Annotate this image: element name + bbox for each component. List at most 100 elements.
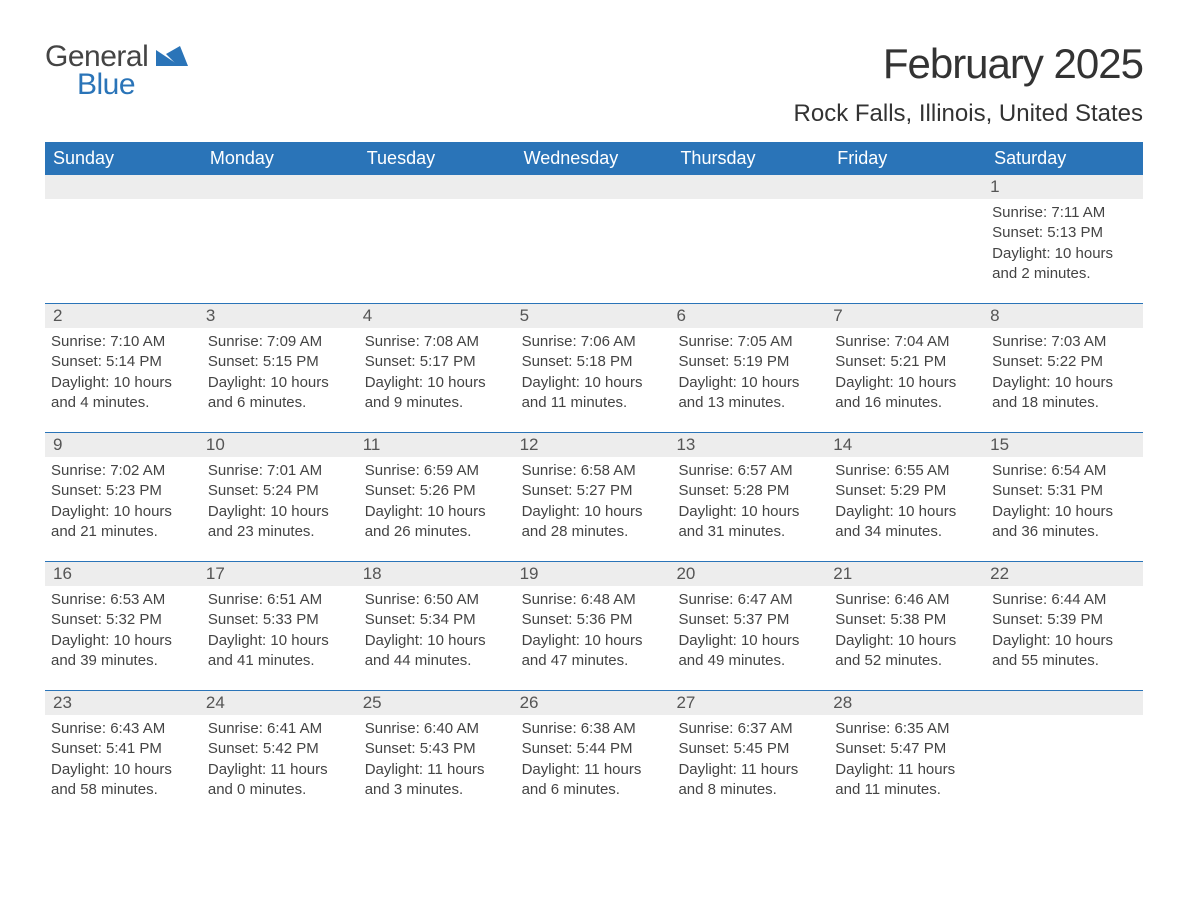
day-26: 26Sunrise: 6:38 AMSunset: 5:44 PMDayligh…: [516, 691, 673, 819]
day-empty: [516, 175, 673, 303]
day-number: [359, 175, 516, 199]
day-number: 3: [202, 304, 359, 328]
day-info: Sunrise: 6:35 AMSunset: 5:47 PMDaylight:…: [835, 719, 980, 800]
day-info: Sunrise: 7:05 AMSunset: 5:19 PMDaylight:…: [678, 332, 823, 413]
day-number: 7: [829, 304, 986, 328]
day-info: Sunrise: 6:59 AMSunset: 5:26 PMDaylight:…: [365, 461, 510, 542]
day-info: Sunrise: 6:57 AMSunset: 5:28 PMDaylight:…: [678, 461, 823, 542]
week-row: 2 Sunrise: 7:10 AMSunset: 5:14 PMDaylight…: [45, 303, 1143, 432]
day-8: 8Sunrise: 7:03 AMSunset: 5:22 PMDaylight…: [986, 304, 1143, 432]
day-18: 18 Sunrise: 6:50 AMSunset: 5:34 PMDayligh…: [359, 562, 516, 690]
day-number: 28: [829, 691, 986, 715]
logo: General Blue: [45, 40, 188, 102]
day-21: 21 Sunrise: 6:46 AMSunset: 5:38 PMDayligh…: [829, 562, 986, 690]
day-17: 17Sunrise: 6:51 AMSunset: 5:33 PMDayligh…: [202, 562, 359, 690]
weekday-friday: Friday: [829, 142, 986, 175]
location: Rock Falls, Illinois, United States: [794, 100, 1143, 128]
day-number: 21: [829, 562, 986, 586]
day-13: 13 Sunrise: 6:57 AMSunset: 5:28 PMDayligh…: [672, 433, 829, 561]
day-6: 6 Sunrise: 7:05 AMSunset: 5:19 PMDaylight…: [672, 304, 829, 432]
day-12: 12 Sunrise: 6:58 AMSunset: 5:27 PMDayligh…: [516, 433, 673, 561]
day-info: Sunrise: 7:02 AMSunset: 5:23 PMDaylight:…: [51, 461, 196, 542]
day-info: Sunrise: 6:46 AMSunset: 5:38 PMDaylight:…: [835, 590, 980, 671]
day-number: [202, 175, 359, 199]
day-info: Sunrise: 6:50 AMSunset: 5:34 PMDaylight:…: [365, 590, 510, 671]
weekday-saturday: Saturday: [986, 142, 1143, 175]
day-5: 5 Sunrise: 7:06 AMSunset: 5:18 PMDaylight…: [516, 304, 673, 432]
day-empty: [202, 175, 359, 303]
logo-icon: [156, 46, 188, 66]
day-info: Sunrise: 7:08 AMSunset: 5:17 PMDaylight:…: [365, 332, 510, 413]
day-info: Sunrise: 6:43 AMSunset: 5:41 PMDaylight:…: [51, 719, 196, 800]
day-number: [45, 175, 202, 199]
day-info: Sunrise: 7:11 AMSunset: 5:13 PMDaylight:…: [992, 203, 1137, 284]
day-14: 14 Sunrise: 6:55 AMSunset: 5:29 PMDayligh…: [829, 433, 986, 561]
day-number: 14: [829, 433, 986, 457]
calendar: SundayMondayTuesdayWednesdayThursdayFrid…: [45, 142, 1143, 819]
day-info: Sunrise: 6:48 AMSunset: 5:36 PMDaylight:…: [522, 590, 667, 671]
day-info: Sunrise: 7:01 AMSunset: 5:24 PMDaylight:…: [208, 461, 353, 542]
day-info: Sunrise: 7:10 AMSunset: 5:14 PMDaylight:…: [51, 332, 196, 413]
day-28: 28 Sunrise: 6:35 AMSunset: 5:47 PMDayligh…: [829, 691, 986, 819]
day-number: 20: [672, 562, 829, 586]
day-11: 11 Sunrise: 6:59 AMSunset: 5:26 PMDayligh…: [359, 433, 516, 561]
day-number: 24: [202, 691, 359, 715]
day-number: 18: [359, 562, 516, 586]
day-info: Sunrise: 7:09 AMSunset: 5:15 PMDaylight:…: [208, 332, 353, 413]
day-7: 7 Sunrise: 7:04 AMSunset: 5:21 PMDaylight…: [829, 304, 986, 432]
day-info: Sunrise: 6:53 AMSunset: 5:32 PMDaylight:…: [51, 590, 196, 671]
day-number: 23: [45, 691, 202, 715]
day-2: 2 Sunrise: 7:10 AMSunset: 5:14 PMDaylight…: [45, 304, 202, 432]
day-number: 26: [516, 691, 673, 715]
day-info: Sunrise: 6:37 AMSunset: 5:45 PMDaylight:…: [678, 719, 823, 800]
day-info: Sunrise: 6:55 AMSunset: 5:29 PMDaylight:…: [835, 461, 980, 542]
weekday-tuesday: Tuesday: [359, 142, 516, 175]
day-info: Sunrise: 6:54 AMSunset: 5:31 PMDaylight:…: [992, 461, 1137, 542]
day-number: 16: [45, 562, 202, 586]
week-row: 1 Sunrise: 7:11 AMSunset: 5:13 PMDaylight…: [45, 175, 1143, 303]
day-20: 20Sunrise: 6:47 AMSunset: 5:37 PMDayligh…: [672, 562, 829, 690]
day-23: 23 Sunrise: 6:43 AMSunset: 5:41 PMDayligh…: [45, 691, 202, 819]
day-number: 9: [45, 433, 202, 457]
month-title: February 2025: [794, 40, 1143, 88]
day-info: Sunrise: 7:04 AMSunset: 5:21 PMDaylight:…: [835, 332, 980, 413]
day-number: 15: [986, 433, 1143, 457]
day-empty: [672, 175, 829, 303]
day-number: 12: [516, 433, 673, 457]
header: General Blue February 2025 Rock Falls, I…: [45, 40, 1143, 128]
day-4: 4 Sunrise: 7:08 AMSunset: 5:17 PMDaylight…: [359, 304, 516, 432]
weekday-header: SundayMondayTuesdayWednesdayThursdayFrid…: [45, 142, 1143, 175]
day-number: 10: [202, 433, 359, 457]
day-empty: [829, 175, 986, 303]
day-number: 25: [359, 691, 516, 715]
day-number: 4: [359, 304, 516, 328]
day-3: 3 Sunrise: 7:09 AMSunset: 5:15 PMDaylight…: [202, 304, 359, 432]
day-22: 22Sunrise: 6:44 AMSunset: 5:39 PMDayligh…: [986, 562, 1143, 690]
day-24: 24Sunrise: 6:41 AMSunset: 5:42 PMDayligh…: [202, 691, 359, 819]
week-row: 23 Sunrise: 6:43 AMSunset: 5:41 PMDayligh…: [45, 690, 1143, 819]
day-number: 5: [516, 304, 673, 328]
day-info: Sunrise: 7:06 AMSunset: 5:18 PMDaylight:…: [522, 332, 667, 413]
day-number: 1: [986, 175, 1143, 199]
day-19: 19Sunrise: 6:48 AMSunset: 5:36 PMDayligh…: [516, 562, 673, 690]
day-27: 27Sunrise: 6:37 AMSunset: 5:45 PMDayligh…: [672, 691, 829, 819]
day-9: 9 Sunrise: 7:02 AMSunset: 5:23 PMDaylight…: [45, 433, 202, 561]
day-number: 2: [45, 304, 202, 328]
day-number: [672, 175, 829, 199]
day-number: 13: [672, 433, 829, 457]
day-info: Sunrise: 6:58 AMSunset: 5:27 PMDaylight:…: [522, 461, 667, 542]
day-number: [986, 691, 1143, 715]
weekday-thursday: Thursday: [672, 142, 829, 175]
day-info: Sunrise: 6:40 AMSunset: 5:43 PMDaylight:…: [365, 719, 510, 800]
day-empty: [986, 691, 1143, 819]
day-10: 10 Sunrise: 7:01 AMSunset: 5:24 PMDayligh…: [202, 433, 359, 561]
day-number: 11: [359, 433, 516, 457]
day-number: 6: [672, 304, 829, 328]
day-25: 25 Sunrise: 6:40 AMSunset: 5:43 PMDayligh…: [359, 691, 516, 819]
day-number: [516, 175, 673, 199]
day-number: [829, 175, 986, 199]
weekday-sunday: Sunday: [45, 142, 202, 175]
day-empty: [359, 175, 516, 303]
week-row: 9 Sunrise: 7:02 AMSunset: 5:23 PMDaylight…: [45, 432, 1143, 561]
day-info: Sunrise: 6:51 AMSunset: 5:33 PMDaylight:…: [208, 590, 353, 671]
